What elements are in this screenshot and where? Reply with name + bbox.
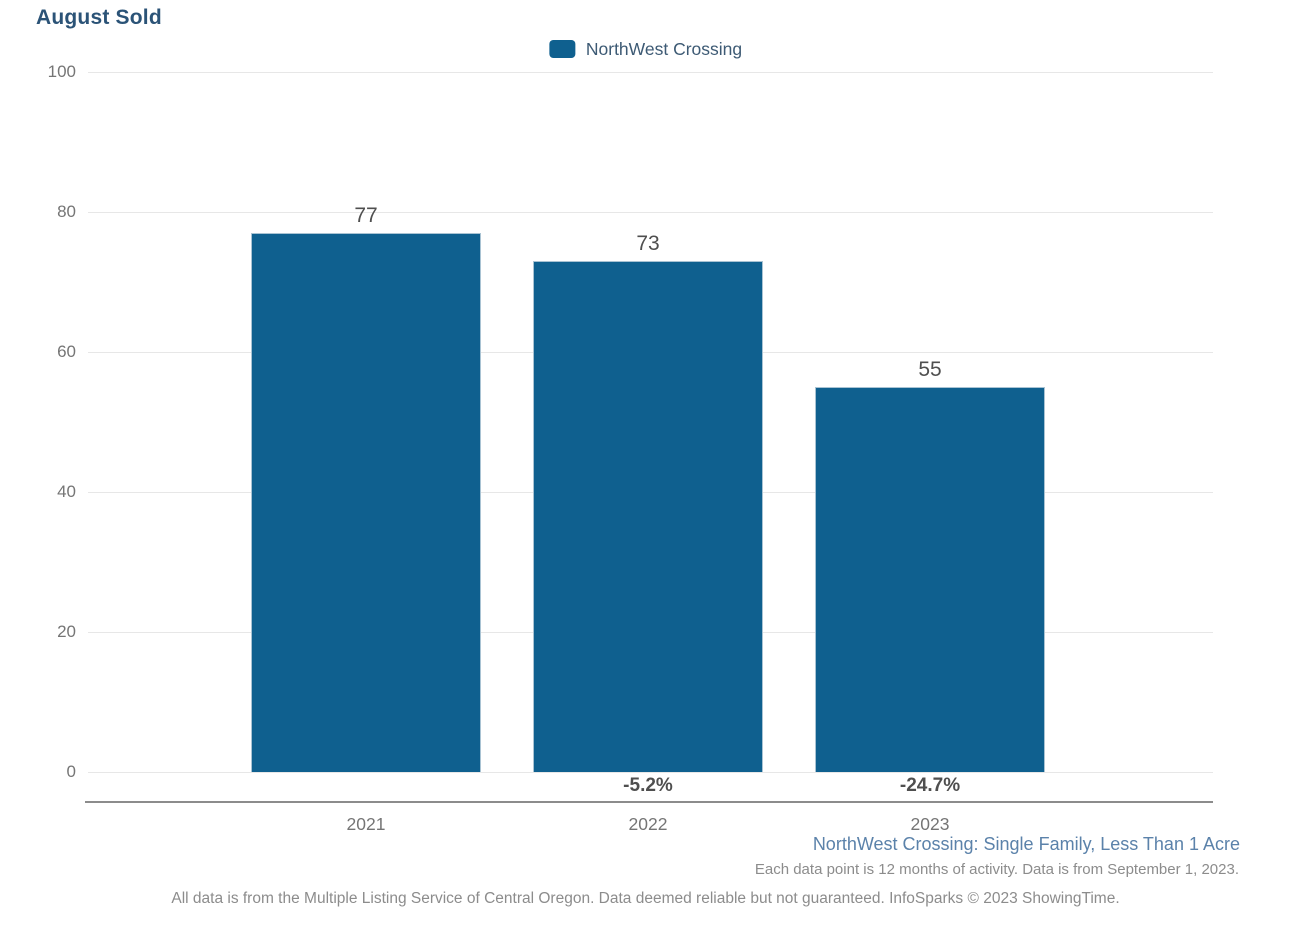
y-axis-tick-label: 20 <box>57 622 76 641</box>
gridline <box>88 772 1213 773</box>
y-axis-tick-label: 0 <box>66 762 76 781</box>
legend[interactable]: NorthWest Crossing <box>548 38 743 60</box>
y-axis-tick-label: 60 <box>57 342 76 361</box>
gridline <box>88 72 1213 73</box>
y-axis-tick-label: 40 <box>57 482 76 501</box>
chart-title: August Sold <box>36 6 162 29</box>
disclaimer-text: All data is from the Multiple Listing Se… <box>171 890 1120 907</box>
bar-2023[interactable] <box>815 387 1045 772</box>
bar-2022[interactable] <box>533 261 763 772</box>
bar-value-label: 73 <box>636 232 660 255</box>
y-axis-tick-label: 100 <box>47 62 76 81</box>
gridline <box>88 212 1213 213</box>
bar-value-label: 55 <box>918 358 942 381</box>
legend-label: NorthWest Crossing <box>585 38 743 59</box>
y-axis-tick-label: 80 <box>57 202 76 221</box>
plot-area: 0 20 40 60 80 100 77 73 -5.2% 55 -24.7% 2021 2022 2… <box>48 62 1213 834</box>
bar-change-label: -5.2% <box>623 775 673 796</box>
legend-swatch-icon <box>548 40 575 58</box>
x-axis-line <box>85 801 1213 803</box>
x-axis-tick-label: 2023 <box>910 814 950 834</box>
bar-2021[interactable] <box>251 233 481 772</box>
x-axis-tick-label: 2022 <box>628 814 668 834</box>
x-axis-tick-label: 2021 <box>346 814 386 834</box>
bar-change-label: -24.7% <box>899 775 961 796</box>
bar-value-label: 77 <box>354 204 378 227</box>
series-subtitle: NorthWest Crossing: Single Family, Less … <box>812 834 1240 854</box>
data-note: Each data point is 12 months of activity… <box>754 861 1239 878</box>
